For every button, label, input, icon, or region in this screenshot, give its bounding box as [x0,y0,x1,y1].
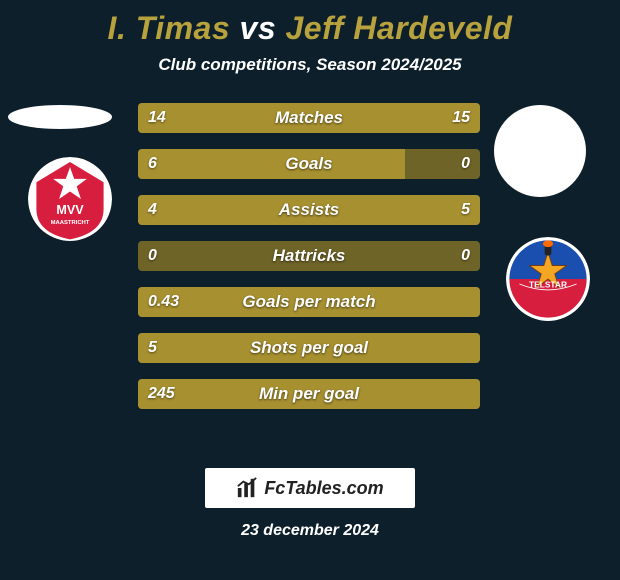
mvv-maastricht-badge: MVV MAASTRICHT [28,157,112,241]
stat-label: Min per goal [138,379,480,409]
comparison-card: I. Timas vs Jeff Hardeveld Club competit… [0,0,620,580]
stat-row: 0.43Goals per match [138,287,480,317]
stat-label: Assists [138,195,480,225]
svg-text:TELSTAR: TELSTAR [529,279,567,289]
subtitle: Club competitions, Season 2024/2025 [0,55,620,75]
fctables-logo: FcTables.com [205,468,415,508]
page-title: I. Timas vs Jeff Hardeveld [0,0,620,47]
telstar-badge: TELSTAR [506,237,590,321]
stat-rows: 1415Matches 60Goals 45Assists 00Hattricks 0.… [138,103,480,425]
stat-row: 60Goals [138,149,480,179]
player1-photo-placeholder [8,105,112,129]
logo-text: FcTables.com [264,478,383,499]
svg-text:MAASTRICHT: MAASTRICHT [51,220,90,226]
player2-photo-placeholder [494,105,586,197]
footer: FcTables.com 23 december 2024 [0,468,620,540]
stat-row: 245Min per goal [138,379,480,409]
team-badge-right: TELSTAR [506,237,590,321]
stat-row: 45Assists [138,195,480,225]
stat-label: Matches [138,103,480,133]
stat-row: 1415Matches [138,103,480,133]
stat-row: 5Shots per goal [138,333,480,363]
vs-separator: vs [240,10,277,46]
footer-date: 23 december 2024 [241,522,379,540]
chart-icon [236,477,258,499]
stat-label: Shots per goal [138,333,480,363]
stat-row: 00Hattricks [138,241,480,271]
stat-label: Goals per match [138,287,480,317]
stat-label: Hattricks [138,241,480,271]
player1-name: I. Timas [108,10,231,46]
player2-name: Jeff Hardeveld [286,10,513,46]
svg-text:MVV: MVV [56,203,84,217]
stats-area: MVV MAASTRICHT TELSTAR 1415Matches 60Goal… [0,103,620,423]
stat-label: Goals [138,149,480,179]
team-badge-left: MVV MAASTRICHT [28,157,112,241]
